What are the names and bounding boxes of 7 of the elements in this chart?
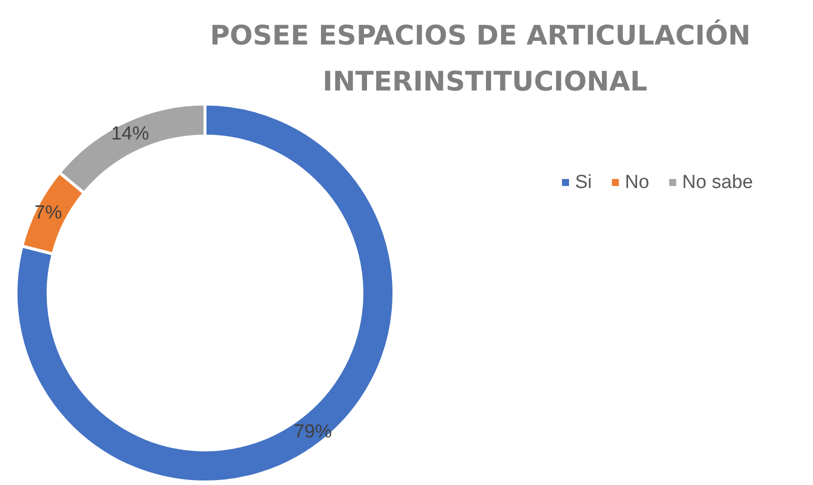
chart-title: POSEE ESPACIOS DE ARTICULACIÓN INTERINSTITUCIONAL (210, 18, 760, 98)
data-label: 79% (294, 422, 332, 443)
data-label: 14% (111, 123, 150, 144)
legend-label: Si (575, 172, 592, 193)
legend-label: No sabe (682, 172, 753, 193)
legend-label: No (624, 172, 650, 193)
data-label: 7% (34, 202, 62, 224)
